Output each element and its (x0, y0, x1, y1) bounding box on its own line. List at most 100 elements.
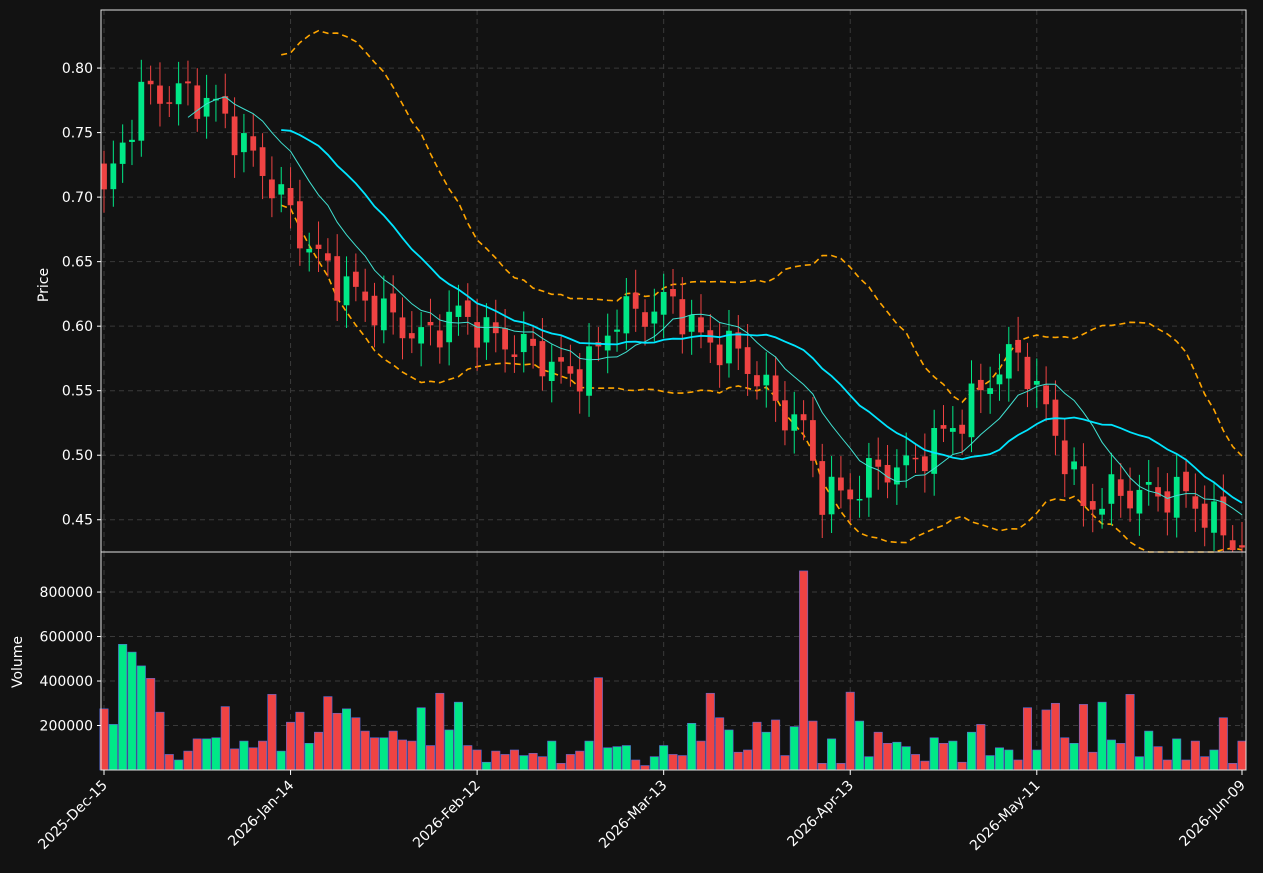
candle-body (893, 467, 900, 485)
volume-bar (351, 717, 361, 771)
volume-bar (509, 749, 519, 771)
candle-body (959, 424, 966, 434)
volume-bar (808, 720, 818, 771)
volume-bar (108, 724, 118, 771)
volume-bar (127, 651, 137, 771)
volume-bar (444, 729, 454, 771)
candle-body (250, 136, 257, 151)
volume-bar (659, 745, 669, 771)
volume-bar (174, 759, 184, 771)
candle-body (1071, 461, 1077, 470)
volume-bar (146, 678, 156, 771)
candle-body (558, 357, 564, 362)
volume-bar (1106, 739, 1116, 771)
volume-bar (547, 740, 557, 771)
candle-body (1127, 490, 1133, 509)
volume-bar (677, 755, 687, 771)
volume-bar (799, 570, 809, 771)
candle-body (875, 459, 882, 467)
volume-bar (640, 765, 650, 771)
candle-body (502, 328, 508, 350)
candle-body (688, 314, 695, 332)
volume-tick-label: 800000 (40, 585, 93, 601)
candle-body (614, 329, 620, 332)
volume-bar (789, 726, 799, 771)
candle-body (632, 292, 639, 309)
candle-body (306, 248, 313, 253)
volume-bar (715, 717, 725, 771)
candle-body (1155, 487, 1161, 497)
candle-body (884, 464, 891, 483)
volume-bar (780, 755, 790, 771)
candle-body (828, 476, 835, 515)
volume-bar (621, 745, 631, 771)
candle-body (1164, 491, 1171, 513)
volume-bar (360, 730, 370, 771)
volume-bar (1088, 751, 1098, 771)
candle-body (921, 456, 928, 472)
candle-body (278, 184, 285, 195)
price-tick-label: 0.65 (62, 255, 93, 271)
candle-body (576, 369, 583, 392)
volume-bar (155, 711, 165, 771)
volume-bar (976, 724, 986, 771)
volume-bar (388, 730, 398, 771)
candle-body (464, 300, 471, 317)
candle-body (231, 116, 238, 156)
volume-bar (939, 743, 949, 771)
candle-body (539, 341, 546, 377)
price-plot (101, 29, 1245, 553)
volume-bar (836, 763, 846, 771)
candle-body (670, 289, 676, 297)
candle-body (1183, 471, 1189, 492)
volume-bar (118, 644, 128, 771)
volume-bar (556, 763, 566, 771)
volume-bar (752, 721, 762, 771)
candle-body (343, 276, 350, 306)
candle-body (175, 83, 182, 105)
candle-body (763, 374, 770, 386)
candle-body (800, 414, 807, 421)
candle-body (782, 400, 788, 431)
candle-body (194, 85, 201, 119)
candle-body (716, 344, 723, 366)
candle-body (474, 322, 481, 348)
candle-body (548, 361, 555, 381)
volume-bar (733, 751, 743, 771)
candle-body (390, 293, 397, 313)
upper-band-line (281, 29, 1243, 457)
volume-bar (687, 722, 697, 771)
volume-axis-title: Volume (10, 636, 26, 688)
candle-body (259, 147, 266, 176)
candle-body (455, 305, 462, 317)
volume-bar (565, 754, 575, 771)
candle-body (380, 298, 387, 331)
candle-body (185, 81, 191, 84)
price-tick-label: 0.45 (62, 513, 93, 529)
volume-bar (1162, 759, 1172, 771)
volume-bar (1097, 701, 1107, 771)
volume-bar (1060, 737, 1070, 771)
volume-bar (463, 745, 473, 771)
volume-bar (164, 754, 174, 771)
candle-body (1033, 380, 1040, 385)
candle-body (623, 296, 630, 334)
candle-body (791, 414, 798, 431)
volume-bar (192, 738, 202, 771)
candle-body (865, 458, 872, 498)
volume-tick-label: 600000 (40, 630, 93, 646)
volume-bar (1218, 717, 1228, 771)
volume-bar (1181, 759, 1191, 771)
candle-body (371, 295, 378, 326)
volume-bar (1237, 740, 1247, 771)
volume-bar (920, 760, 930, 771)
volume-bar (500, 754, 510, 771)
candle-body (586, 346, 592, 396)
volume-bar (649, 756, 659, 771)
candle-body (772, 375, 779, 401)
volume-bar (1228, 763, 1238, 771)
candle-body (1211, 501, 1217, 533)
candle-body (996, 374, 1003, 385)
